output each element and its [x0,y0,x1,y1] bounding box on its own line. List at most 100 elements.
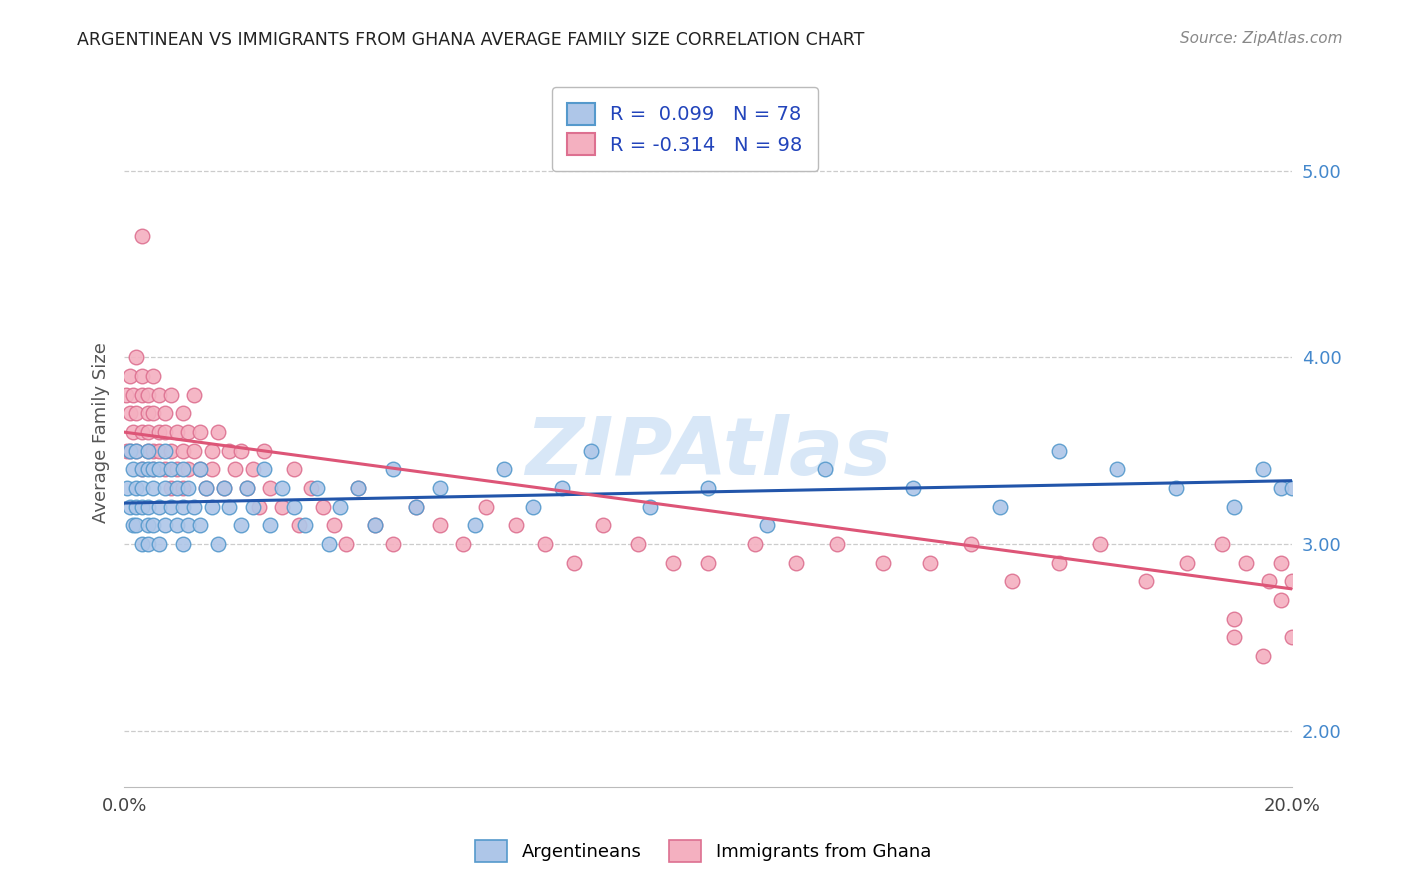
Point [662,556,685,570]
Point [1270,556,1292,570]
Point [1135,574,1157,589]
Point [131,425,153,439]
Point [120,443,142,458]
Point [136,518,159,533]
Point [1251,649,1274,664]
Point [142,369,165,384]
Point [294,518,316,533]
Point [122,462,145,476]
Point [814,462,837,476]
Point [136,388,159,402]
Point [148,443,170,458]
Point [136,425,159,439]
Point [183,500,205,514]
Point [142,462,165,476]
Text: Source: ZipAtlas.com: Source: ZipAtlas.com [1180,31,1343,46]
Point [451,537,474,551]
Point [551,481,574,495]
Point [318,537,340,551]
Point [125,443,148,458]
Point [592,518,614,533]
Point [872,556,894,570]
Point [148,537,170,551]
Point [201,443,224,458]
Point [283,462,305,476]
Point [160,443,183,458]
Point [224,462,246,476]
Point [288,518,311,533]
Point [188,462,211,476]
Point [142,407,165,421]
Point [136,500,159,514]
Point [177,481,200,495]
Point [1175,556,1198,570]
Point [201,500,224,514]
Point [142,462,165,476]
Point [505,518,527,533]
Point [475,500,498,514]
Point [172,500,194,514]
Point [120,443,142,458]
Point [405,500,427,514]
Point [283,500,305,514]
Point [1088,537,1111,551]
Point [785,556,807,570]
Point [160,462,183,476]
Point [1223,631,1246,645]
Point [1211,537,1233,551]
Point [627,537,650,551]
Point [271,481,294,495]
Point [212,481,235,495]
Point [125,481,148,495]
Point [347,481,370,495]
Point [125,500,148,514]
Point [218,500,240,514]
Point [188,518,211,533]
Point [1251,462,1274,476]
Point [492,462,515,476]
Point [364,518,387,533]
Point [120,369,142,384]
Point [172,462,194,476]
Point [1281,631,1303,645]
Point [166,481,188,495]
Point [638,500,661,514]
Point [160,500,183,514]
Point [142,518,165,533]
Point [131,537,153,551]
Point [755,518,778,533]
Point [177,425,200,439]
Point [131,229,153,244]
Point [253,443,276,458]
Point [153,481,176,495]
Point [136,443,159,458]
Point [1047,556,1070,570]
Point [1258,574,1281,589]
Point [172,481,194,495]
Point [242,500,264,514]
Point [166,518,188,533]
Point [305,481,328,495]
Point [697,481,720,495]
Point [1223,500,1246,514]
Point [253,462,276,476]
Point [131,369,153,384]
Point [131,500,153,514]
Point [1270,593,1292,607]
Point [125,443,148,458]
Point [1047,443,1070,458]
Point [364,518,387,533]
Point [148,500,170,514]
Point [312,500,335,514]
Point [153,407,176,421]
Point [259,481,281,495]
Point [347,481,370,495]
Point [329,500,352,514]
Point [218,443,240,458]
Point [122,518,145,533]
Point [183,388,205,402]
Point [131,462,153,476]
Point [236,481,259,495]
Point [429,518,451,533]
Point [236,481,259,495]
